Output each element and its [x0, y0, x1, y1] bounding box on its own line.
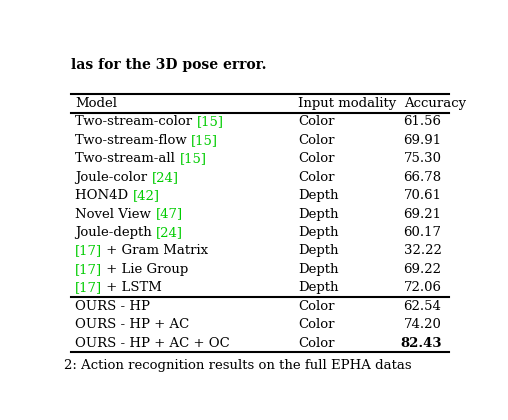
- Text: Model: Model: [75, 97, 117, 110]
- Text: [15]: [15]: [197, 116, 224, 129]
- Text: Joule-color: Joule-color: [75, 171, 152, 184]
- Text: [47]: [47]: [155, 207, 182, 220]
- Text: Color: Color: [298, 300, 334, 313]
- Text: 32.22: 32.22: [403, 244, 441, 257]
- Text: 60.17: 60.17: [403, 226, 441, 239]
- Text: [17]: [17]: [75, 244, 103, 257]
- Text: Depth: Depth: [298, 189, 338, 202]
- Text: + Gram Matrix: + Gram Matrix: [103, 244, 209, 257]
- Text: [24]: [24]: [156, 226, 183, 239]
- Text: las for the 3D pose error.: las for the 3D pose error.: [71, 58, 267, 73]
- Text: 69.91: 69.91: [403, 134, 441, 147]
- Text: 66.78: 66.78: [403, 171, 441, 184]
- Text: [42]: [42]: [133, 189, 160, 202]
- Text: Depth: Depth: [298, 226, 338, 239]
- Text: Two-stream-flow: Two-stream-flow: [75, 134, 192, 147]
- Text: + LSTM: + LSTM: [103, 281, 163, 294]
- Text: Color: Color: [298, 134, 334, 147]
- Text: 62.54: 62.54: [403, 300, 441, 313]
- Text: Novel View: Novel View: [75, 207, 155, 220]
- Text: 74.20: 74.20: [403, 318, 441, 331]
- Text: [24]: [24]: [152, 171, 179, 184]
- Text: Color: Color: [298, 116, 334, 129]
- Text: OURS - HP: OURS - HP: [75, 300, 150, 313]
- Text: [15]: [15]: [192, 134, 218, 147]
- Text: Depth: Depth: [298, 244, 338, 257]
- Text: Color: Color: [298, 318, 334, 331]
- Text: [17]: [17]: [75, 263, 103, 276]
- Text: 72.06: 72.06: [403, 281, 441, 294]
- Text: 69.22: 69.22: [403, 263, 441, 276]
- Text: Two-stream-color: Two-stream-color: [75, 116, 197, 129]
- Text: OURS - HP + AC + OC: OURS - HP + AC + OC: [75, 336, 230, 349]
- Text: [15]: [15]: [179, 152, 206, 165]
- Text: 2: Action recognition results on the full EPHA datas: 2: Action recognition results on the ful…: [64, 359, 411, 372]
- Text: 70.61: 70.61: [403, 189, 441, 202]
- Text: Depth: Depth: [298, 207, 338, 220]
- Text: OURS - HP + AC: OURS - HP + AC: [75, 318, 189, 331]
- Text: Joule-depth: Joule-depth: [75, 226, 156, 239]
- Text: Color: Color: [298, 152, 334, 165]
- Text: HON4D: HON4D: [75, 189, 133, 202]
- Text: + Lie Group: + Lie Group: [103, 263, 188, 276]
- Text: 82.43: 82.43: [400, 336, 441, 349]
- Text: [17]: [17]: [75, 281, 103, 294]
- Text: Input modality: Input modality: [298, 97, 396, 110]
- Text: Depth: Depth: [298, 263, 338, 276]
- Text: Accuracy: Accuracy: [404, 97, 466, 110]
- Text: Depth: Depth: [298, 281, 338, 294]
- Text: Two-stream-all: Two-stream-all: [75, 152, 179, 165]
- Text: 69.21: 69.21: [403, 207, 441, 220]
- Text: 61.56: 61.56: [403, 116, 441, 129]
- Text: Color: Color: [298, 336, 334, 349]
- Text: 75.30: 75.30: [403, 152, 441, 165]
- Text: Color: Color: [298, 171, 334, 184]
